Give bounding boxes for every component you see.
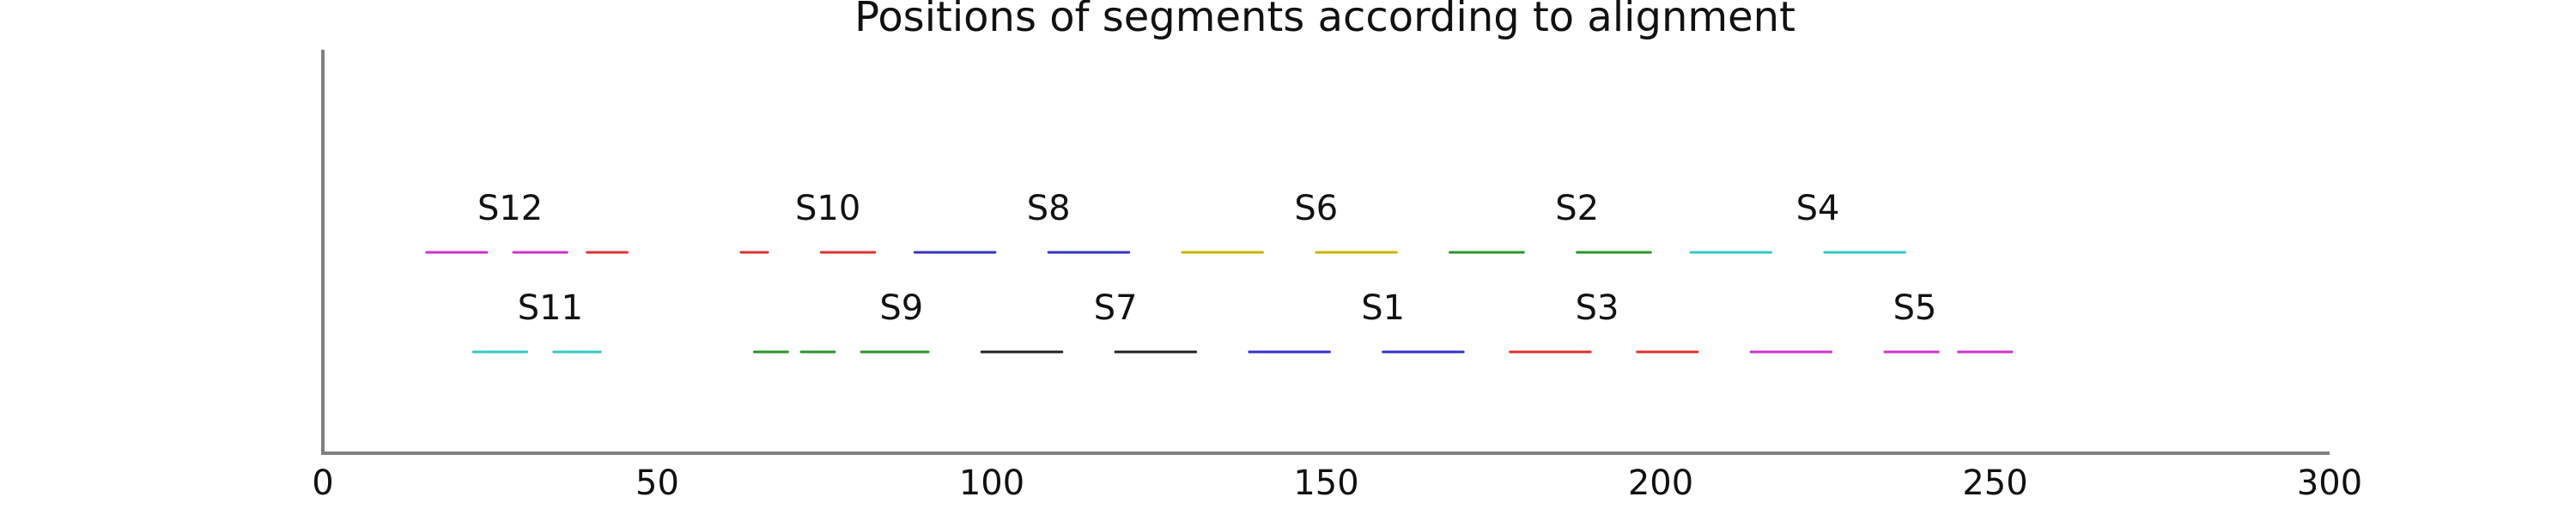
x-tick-label: 0 <box>312 464 333 503</box>
x-tick-label: 150 <box>1293 464 1358 503</box>
segment-group-label: S1 <box>1361 288 1405 328</box>
segment-group-label: S4 <box>1796 189 1840 228</box>
segment-group-label: S10 <box>795 189 860 228</box>
x-tick-label: 50 <box>635 464 679 503</box>
segment-group-label: S5 <box>1893 288 1937 328</box>
segment-group-label: S12 <box>477 189 543 228</box>
segment-row-bottom: S11 S9 S7 S1 S3 S5 <box>471 288 2014 354</box>
segment-row-top: S12 S10 S8 S6 S2 S4 <box>425 189 1906 254</box>
x-tick-label: 100 <box>959 464 1024 503</box>
x-tick-label: 300 <box>2297 464 2362 503</box>
segment-group-label: S11 <box>518 288 583 328</box>
segment-group-label: S2 <box>1555 189 1599 228</box>
chart-title: Positions of segments according to align… <box>854 0 1795 41</box>
segment-group-label: S8 <box>1027 189 1071 228</box>
x-tick-label: 200 <box>1628 464 1693 503</box>
x-tick-labels: 0 50 100 150 200 250 300 <box>312 464 2362 503</box>
segment-group-label: S9 <box>879 288 923 328</box>
segment-group-label: S3 <box>1576 288 1619 328</box>
x-tick-label: 250 <box>1962 464 2027 503</box>
segment-group-label: S6 <box>1294 189 1338 228</box>
segment-group-label: S7 <box>1094 288 1138 328</box>
